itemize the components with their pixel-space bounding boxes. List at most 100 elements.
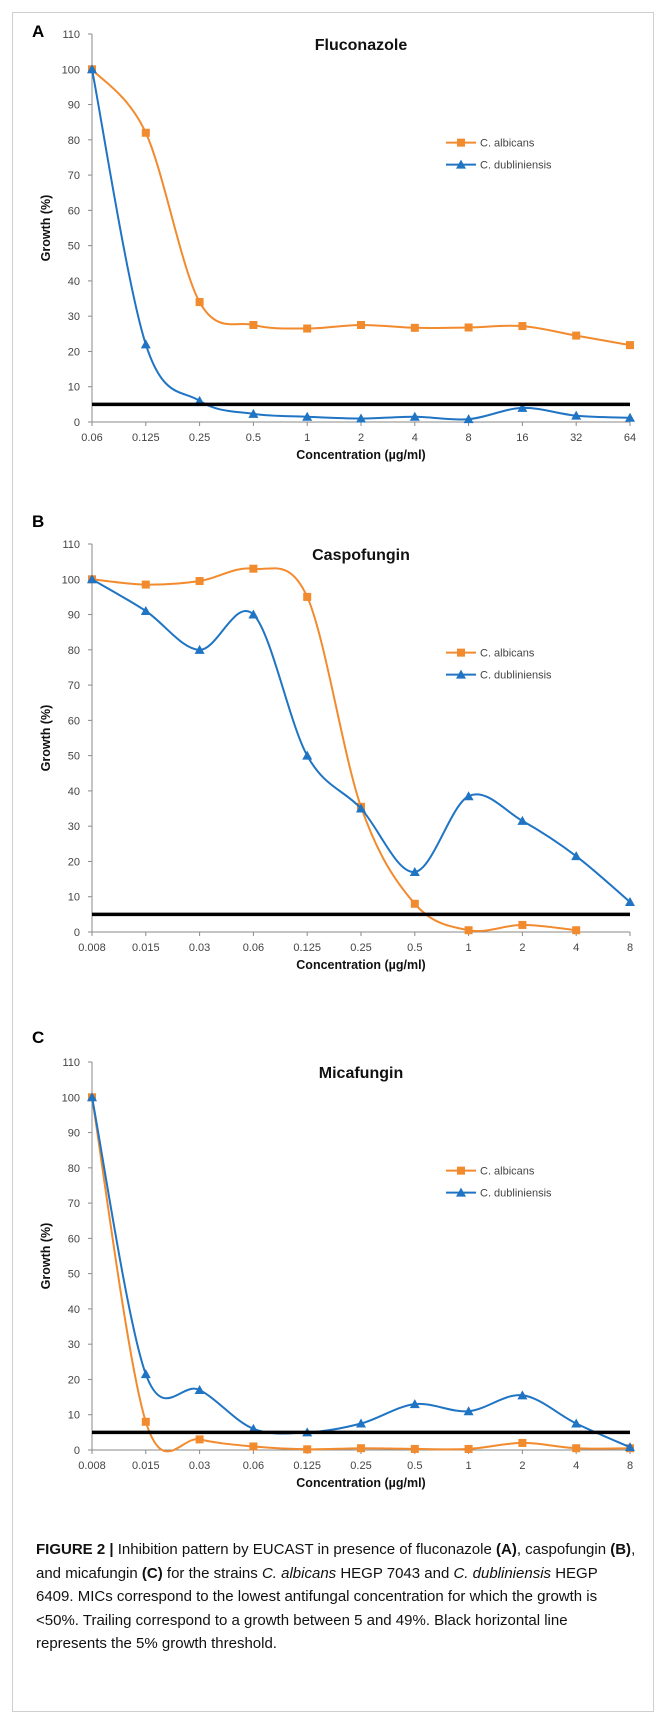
chart-b: 0 10 20 30 40 50 60 70 80 90 100 110 0.008 0.015 0.03 0…	[39, 539, 635, 972]
data-point	[356, 1418, 366, 1428]
caption-text: , and micafungin	[36, 1541, 636, 1582]
data-point	[302, 750, 313, 760]
y-tick-label: 90	[68, 100, 80, 112]
data-point	[625, 412, 635, 422]
x-tick-label: 2	[519, 1460, 525, 1472]
x-tick-label: 0.25	[350, 1460, 371, 1472]
x-tick-label: 0.015	[132, 942, 160, 954]
caption-panel-b: (B)	[610, 1541, 632, 1558]
caption-label: FIGURE 2 |	[36, 1541, 114, 1558]
data-point	[464, 323, 473, 332]
x-tick-label: 4	[412, 432, 418, 444]
legend-label: C. dubliniensis	[480, 160, 552, 172]
panel-letter-a: A	[32, 22, 45, 41]
chart-title: Fluconazole	[315, 37, 408, 54]
y-tick-label: 50	[68, 241, 80, 253]
x-axis-label: Concentration (µg/ml)	[296, 958, 425, 972]
series-line	[91, 1097, 631, 1453]
y-tick-label: 70	[68, 1198, 80, 1210]
y-axis-label: Growth (%)	[39, 195, 53, 262]
data-point	[195, 1435, 204, 1444]
data-point	[302, 411, 313, 421]
panel-letter-b: B	[32, 512, 45, 531]
data-point	[194, 644, 205, 654]
x-tick-label: 16	[516, 432, 528, 444]
legend-label: C. albicans	[480, 1166, 535, 1178]
data-point	[356, 413, 366, 423]
legend-marker	[457, 648, 465, 657]
legend-label: C. dubliniensis	[480, 670, 552, 682]
data-point	[517, 1390, 528, 1400]
data-point	[409, 867, 420, 877]
y-tick-label: 100	[62, 64, 80, 76]
caption-panel-a: (A)	[496, 1541, 517, 1558]
y-tick-label: 0	[74, 927, 80, 939]
y-tick-label: 40	[68, 786, 80, 798]
data-point	[463, 1406, 474, 1416]
y-tick-label: 40	[68, 276, 80, 288]
y-tick-label: 10	[68, 1410, 80, 1422]
series-line	[91, 567, 577, 933]
x-tick-label: 0.03	[189, 942, 210, 954]
x-tick-label: 0.25	[350, 942, 371, 954]
x-tick-label: 0.125	[132, 432, 160, 444]
data-point	[571, 1418, 582, 1428]
y-tick-label: 60	[68, 1233, 80, 1245]
data-point	[410, 323, 419, 332]
data-point	[571, 851, 582, 861]
data-point	[572, 1444, 581, 1453]
chart-c: 0 10 20 30 40 50 60 70 80 90 100 110 0.008 0.015 0.03 0…	[39, 1057, 635, 1490]
data-point	[195, 577, 204, 586]
x-tick-label: 0.125	[293, 1460, 321, 1472]
data-point	[410, 1444, 419, 1453]
y-tick-label: 40	[68, 1304, 80, 1316]
y-tick-label: 10	[68, 892, 80, 904]
data-point	[248, 609, 259, 619]
x-tick-label: 0.06	[243, 942, 264, 954]
data-point	[140, 1369, 151, 1379]
y-tick-label: 110	[62, 29, 80, 41]
data-point	[518, 322, 527, 331]
data-point	[141, 1417, 150, 1426]
x-tick-label: 64	[624, 432, 636, 444]
x-tick-label: 8	[466, 432, 472, 444]
y-tick-label: 90	[68, 1128, 80, 1140]
x-tick-label: 0.06	[243, 1460, 264, 1472]
data-point	[626, 341, 634, 350]
caption-text: for the strains	[162, 1564, 262, 1582]
data-point	[303, 1445, 312, 1454]
y-tick-label: 20	[68, 346, 80, 358]
data-point	[518, 920, 527, 929]
data-point	[195, 298, 204, 307]
data-point	[572, 331, 581, 340]
data-point	[464, 926, 473, 935]
y-tick-label: 60	[68, 715, 80, 727]
data-point	[141, 128, 150, 137]
data-point	[356, 803, 366, 813]
y-tick-label: 80	[68, 645, 80, 657]
y-tick-label: 70	[68, 170, 80, 182]
x-tick-label: 0.125	[293, 942, 321, 954]
data-point	[409, 411, 420, 421]
chart-a: 0 10 20 30 40 50 60 70 80 90 100 110 0.06 0.125 0.25 0.…	[39, 29, 636, 462]
data-point	[249, 1442, 258, 1451]
y-tick-label: 10	[68, 382, 80, 394]
data-point	[140, 606, 151, 616]
series-line	[91, 1097, 631, 1449]
y-tick-label: 70	[68, 680, 80, 692]
x-tick-label: 1	[304, 432, 310, 444]
series-line	[91, 69, 631, 421]
x-tick-label: 0.06	[81, 432, 102, 444]
x-tick-label: 0.5	[407, 942, 422, 954]
caption-text: , caspofungin	[516, 1541, 611, 1558]
caption-text: HEGP 6409. MICs correspond to the lowest…	[36, 1564, 598, 1653]
y-tick-label: 30	[68, 311, 80, 323]
y-tick-label: 60	[68, 205, 80, 217]
legend-marker	[456, 159, 466, 169]
series-line	[91, 578, 631, 903]
x-tick-label: 0.5	[407, 1460, 422, 1472]
y-tick-label: 30	[68, 821, 80, 833]
data-point	[303, 592, 312, 601]
x-tick-label: 0.25	[189, 432, 210, 444]
data-point	[141, 580, 150, 589]
